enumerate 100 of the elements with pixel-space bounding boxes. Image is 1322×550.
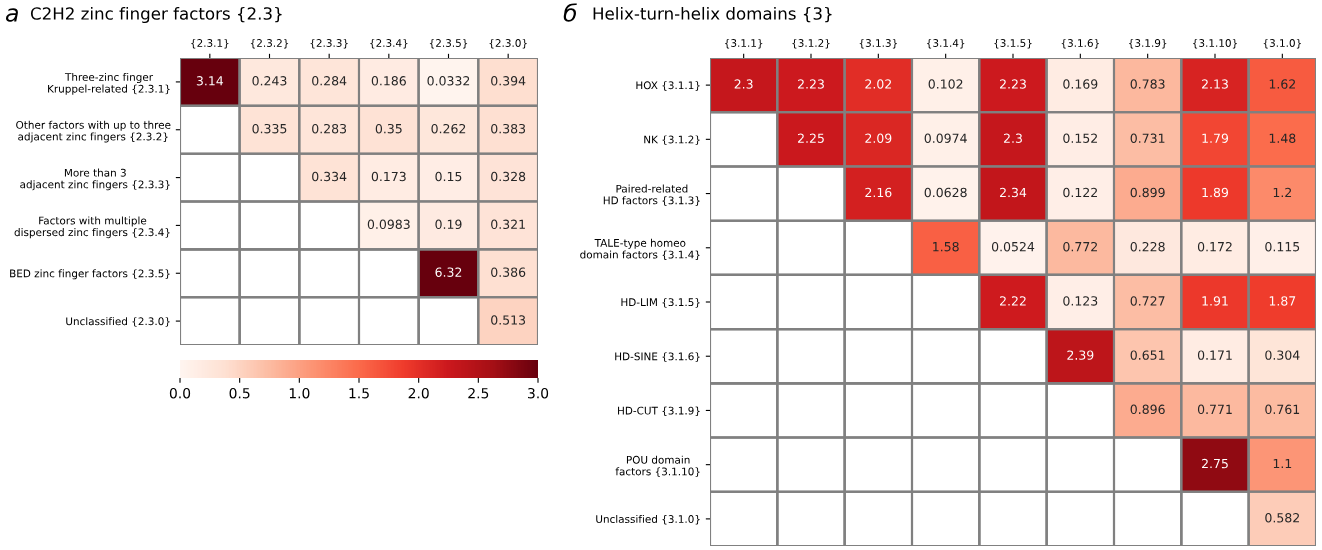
x-tick-label: {3.1.3} (859, 38, 897, 49)
data-label: 1.89 (1202, 187, 1229, 198)
chart-title: C2H2 zinc finger factors {2.3} (30, 6, 282, 24)
data-label: 2.75 (1202, 458, 1228, 469)
y-tick-label: HD-CUT {3.1.9} (618, 406, 700, 417)
text: а (5, 8, 18, 22)
color-bar-label: 0.0 (169, 387, 191, 399)
y-tick-label: HOX {3.1.1} (636, 81, 700, 91)
data-label: 0.0983 (367, 219, 410, 230)
y-tick-label: Other factors with up to three adjacent zinc fingers {2.3.2} (16, 120, 171, 143)
data-label: 0.15 (435, 171, 462, 182)
data-label: 3.14 (196, 76, 224, 86)
data-label: 0.0332 (427, 76, 470, 86)
data-label: 2.3 (1003, 133, 1022, 143)
data-label: 0.772 (1063, 241, 1097, 252)
data-label: 2.39 (1067, 350, 1094, 360)
data-label: 0.228 (1130, 241, 1165, 252)
data-label: 0.727 (1130, 296, 1165, 306)
y-tick-label: TALE-type homeo domain factors {3.1.4} (580, 238, 700, 261)
data-label: 0.0524 (991, 241, 1035, 252)
chart-title: Helix-turn-helix domains {3} (593, 6, 832, 23)
data-label: 0.383 (491, 123, 526, 134)
x-tick-label: {2.3.5} (429, 38, 468, 49)
x-tick-label: {3.1.4} (927, 38, 965, 49)
data-label: 1.91 (1202, 296, 1228, 306)
color-bar-label: 1.0 (289, 387, 310, 399)
data-label: 0.335 (252, 123, 287, 134)
data-label: 0.328 (491, 171, 526, 182)
data-label: 0.262 (431, 123, 466, 134)
data-label: 0.186 (371, 76, 406, 86)
data-label: 0.771 (1197, 404, 1232, 415)
y-tick-label: HD-LIM {3.1.5} (621, 298, 700, 308)
data-label: 0.152 (1063, 133, 1097, 143)
color-bar-label: 2.0 (408, 387, 429, 399)
data-label: 0.731 (1130, 133, 1165, 143)
y-tick-label: NK {3.1.2} (644, 135, 700, 145)
x-tick-label: {2.3.3} (310, 38, 348, 49)
x-tick-label: {3.1.6} (1061, 38, 1099, 49)
data-label: 2.02 (865, 79, 891, 89)
x-tick-label: {3.1.5} (994, 38, 1032, 49)
data-label: 2.23 (798, 79, 824, 89)
color-bar-label: 2.5 (468, 387, 489, 399)
data-label: 0.35 (375, 123, 402, 134)
y-tick-label: Three-zinc finger Kruppel-related {2.3.1} (48, 72, 170, 95)
data-label: 0.115 (1265, 241, 1300, 252)
y-tick-label: Unclassified {3.1.0} (596, 514, 700, 525)
data-label: 0.896 (1130, 404, 1165, 415)
color-bar-label: 1.5 (349, 388, 369, 399)
data-label: 1.2 (1273, 187, 1292, 197)
data-label: 2.25 (798, 133, 824, 143)
y-tick-label: Paired-related HD factors {3.1.3} (603, 184, 700, 206)
data-label: 0.899 (1130, 187, 1165, 198)
data-label: 6.32 (435, 267, 462, 277)
data-label: 0.284 (312, 76, 347, 86)
data-label: 1.87 (1269, 296, 1296, 306)
y-tick-label: Factors with multiple dispersed zinc fingers {2.3.4} (14, 216, 170, 239)
data-label: 0.321 (491, 219, 525, 230)
text: б (563, 3, 577, 22)
data-label: 0.19 (435, 219, 462, 230)
color-bar-label: 3.0 (528, 387, 549, 399)
data-label: 2.3 (734, 79, 753, 89)
data-label: 0.173 (371, 171, 406, 182)
x-tick-label: {2.3.4} (370, 38, 408, 49)
y-tick-label: BED zinc finger factors {2.3.5} (10, 269, 170, 280)
data-label: 0.651 (1130, 350, 1165, 360)
data-label: 2.23 (1000, 79, 1026, 89)
data-label: 0.582 (1265, 513, 1299, 523)
data-label: 2.34 (1000, 187, 1027, 198)
y-tick-label: More than 3 adjacent zinc fingers {2.3.3} (20, 168, 170, 191)
data-label: 0.0974 (924, 133, 967, 143)
data-label: 2.09 (865, 133, 892, 143)
data-label: 0.123 (1063, 296, 1098, 306)
x-tick-label: {3.1.2} (792, 38, 830, 49)
x-tick-label: {2.3.0} (489, 38, 527, 49)
y-tick-label: Unclassified {2.3.0} (66, 317, 170, 327)
data-label: 1.48 (1269, 133, 1296, 143)
data-label: 0.243 (252, 76, 287, 86)
data-label: 0.334 (312, 171, 347, 182)
data-label: 0.783 (1130, 79, 1165, 89)
x-tick-label: {3.1.0} (1263, 38, 1301, 49)
x-tick-label: {3.1.1} (725, 38, 763, 49)
data-label: 0.513 (491, 315, 526, 325)
y-tick-label: POU domain factors {3.1.10} (615, 455, 700, 477)
data-label: 0.394 (491, 76, 526, 86)
color-bar-label: 0.5 (229, 387, 250, 399)
data-label: 1.79 (1202, 133, 1229, 143)
x-tick-label: {3.1.10} (1193, 38, 1237, 49)
data-label: 1.62 (1269, 79, 1295, 89)
data-label: 0.122 (1063, 187, 1097, 198)
x-tick-label: {3.1.9} (1129, 38, 1167, 49)
data-label: 1.1 (1273, 459, 1292, 469)
data-label: 0.171 (1197, 350, 1232, 360)
x-tick-label: {2.3.2} (250, 38, 289, 49)
data-label: 0.0628 (924, 187, 967, 198)
data-label: 0.761 (1265, 404, 1300, 415)
data-label: 0.283 (312, 123, 347, 134)
y-tick-label: HD-SINE {3.1.6} (615, 352, 700, 362)
data-label: 2.22 (1000, 296, 1026, 306)
x-tick-label: {2.3.1} (191, 38, 229, 49)
data-label: 1.58 (933, 241, 959, 252)
